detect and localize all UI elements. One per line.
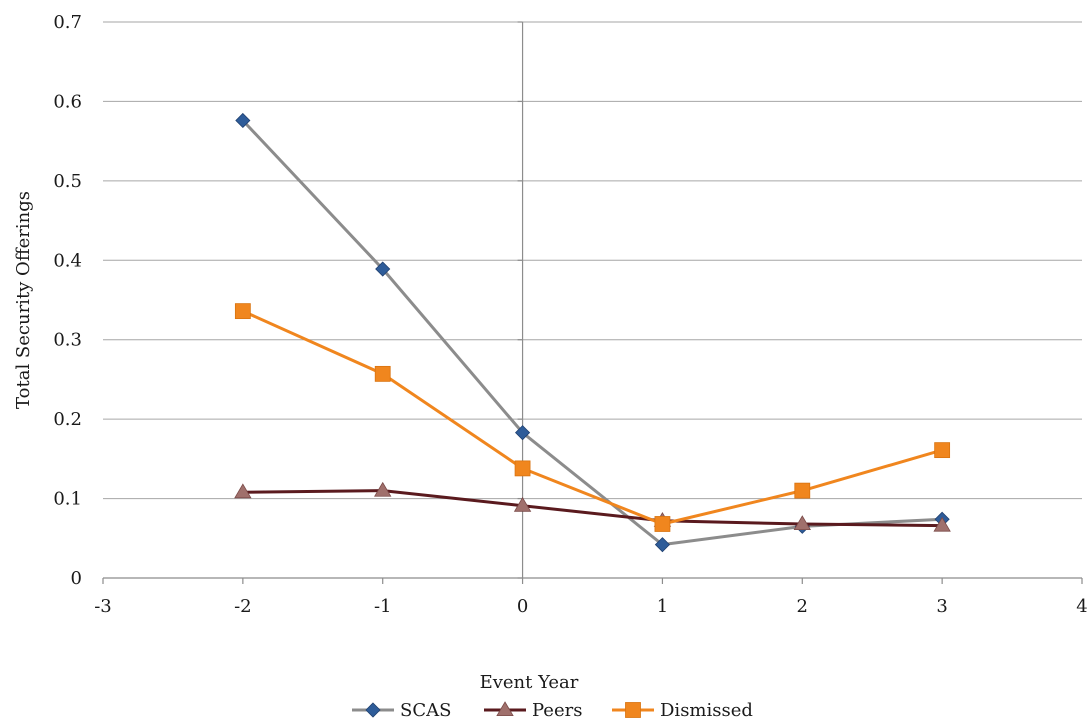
y-tick-label: 0.4 bbox=[53, 250, 82, 271]
x-tick-label: 2 bbox=[797, 596, 808, 617]
y-tick-label: 0.7 bbox=[53, 12, 82, 33]
legend-marker-peers bbox=[496, 701, 514, 716]
y-tick-label: 0 bbox=[71, 568, 82, 589]
data-point-peers bbox=[793, 515, 811, 530]
axes bbox=[102, 21, 1083, 584]
y-tick-label: 0.1 bbox=[53, 489, 82, 510]
legend-item-peers: Peers bbox=[484, 700, 582, 721]
data-point-scas bbox=[654, 537, 670, 553]
x-tick-label: 1 bbox=[657, 596, 668, 617]
legend-marker-scas bbox=[365, 702, 381, 718]
legend-item-scas: SCAS bbox=[352, 700, 451, 721]
data-point-peers bbox=[933, 516, 951, 532]
x-tick-label: -1 bbox=[374, 596, 392, 617]
legend-label-dismissed: Dismissed bbox=[660, 700, 753, 721]
x-tick-labels: -3 -2 -1 0 1 2 3 4 bbox=[94, 596, 1088, 617]
legend-item-dismissed: Dismissed bbox=[612, 700, 753, 721]
data-point-dismissed bbox=[234, 303, 251, 320]
data-point-dismissed bbox=[934, 442, 951, 459]
x-tick-label: -3 bbox=[94, 596, 112, 617]
y-axis-title: Total Security Offerings bbox=[13, 191, 34, 409]
series-scas bbox=[235, 112, 950, 553]
data-point-peers bbox=[374, 481, 392, 497]
series-dismissed bbox=[234, 303, 951, 532]
data-point-dismissed bbox=[794, 482, 811, 499]
legend-label-scas: SCAS bbox=[400, 700, 451, 721]
data-point-scas bbox=[515, 425, 531, 441]
x-tick-label: 0 bbox=[517, 596, 528, 617]
data-point-peers bbox=[234, 483, 252, 499]
series-group bbox=[234, 112, 951, 553]
y-tick-labels: 0 0.1 0.2 0.3 0.4 0.5 0.6 0.7 bbox=[53, 12, 82, 589]
data-point-dismissed bbox=[374, 365, 391, 382]
gridlines bbox=[103, 21, 1082, 500]
data-point-scas bbox=[235, 112, 251, 129]
data-point-peers bbox=[513, 496, 532, 512]
series-line-peers bbox=[242, 489, 943, 528]
y-tick-label: 0.5 bbox=[53, 171, 82, 192]
data-point-dismissed bbox=[654, 516, 671, 532]
y-tick-label: 0.2 bbox=[53, 409, 82, 430]
data-point-dismissed bbox=[514, 460, 531, 477]
series-line-dismissed bbox=[242, 309, 943, 526]
x-tick-label: 3 bbox=[936, 596, 947, 617]
x-tick-label: 4 bbox=[1076, 596, 1087, 617]
x-axis-title: Event Year bbox=[480, 672, 579, 693]
legend-label-peers: Peers bbox=[532, 700, 582, 721]
x-tick-label: -2 bbox=[234, 596, 252, 617]
y-tick-label: 0.6 bbox=[53, 91, 82, 112]
data-point-scas bbox=[375, 261, 391, 277]
legend: SCAS Peers Dismissed bbox=[352, 700, 753, 721]
y-tick-label: 0.3 bbox=[53, 330, 82, 351]
legend-marker-dismissed bbox=[625, 702, 641, 718]
